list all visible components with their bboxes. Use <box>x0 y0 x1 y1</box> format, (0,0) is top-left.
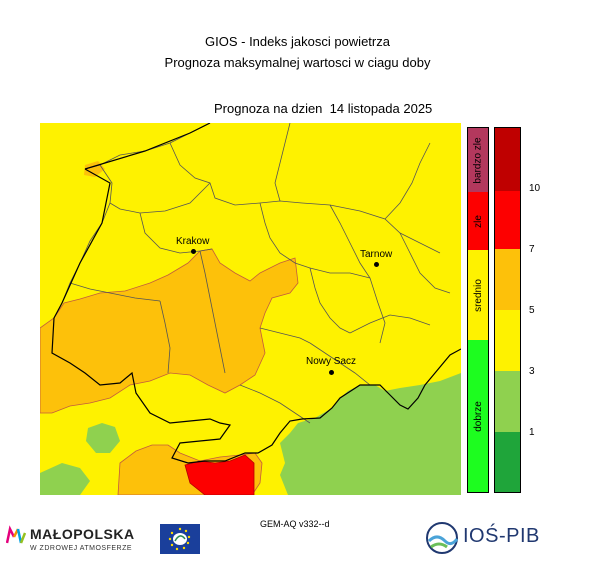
category-very-bad <box>468 128 488 192</box>
city-label-krakow: Krakow <box>176 236 210 247</box>
city-marker-nowy-sacz <box>329 370 334 375</box>
ios-pib-name: IOŚ-PIB <box>463 525 540 547</box>
green-zone-south-2 <box>40 463 90 495</box>
life-programme-logo <box>160 524 200 554</box>
category-legend: bardzo zle zle srednio dobrze <box>467 127 489 493</box>
category-text-very-bad: bardzo zle <box>472 136 484 184</box>
eu-life-icon <box>168 527 191 551</box>
scale-segment-good <box>495 371 520 432</box>
category-average <box>468 250 488 340</box>
scale-tick-7: 7 <box>529 244 535 255</box>
malopolska-mark-icon <box>6 525 26 544</box>
model-version: GEM-AQ v332--d <box>260 519 330 529</box>
category-label-good: dobrze <box>468 340 488 492</box>
scale-segment-very-bad <box>495 128 520 191</box>
category-text-average: srednio <box>472 278 484 312</box>
scale-segment-very-good <box>495 432 520 492</box>
scale-segment-sufficient <box>495 249 520 310</box>
category-label-very-bad: bardzo zle <box>468 128 488 192</box>
map-title: GIOS - Indeks jakosci powietrza <box>205 34 390 49</box>
city-marker-krakow <box>191 249 196 254</box>
scale-tick-5: 5 <box>529 305 535 316</box>
category-text-bad: zle <box>472 214 484 228</box>
malopolska-name: MAŁOPOLSKA <box>30 526 135 542</box>
ios-pib-logo: IOŚ-PIB <box>425 521 565 555</box>
scale-segment-bad <box>495 191 520 249</box>
ios-drop-icon <box>426 522 459 554</box>
category-label-bad: zle <box>468 192 488 250</box>
green-zone-southeast <box>280 373 461 495</box>
category-text-good: dobrze <box>472 400 484 432</box>
city-label-tarnow: Tarnow <box>360 249 393 260</box>
green-zone-south-1 <box>86 423 120 453</box>
red-zone <box>184 454 255 495</box>
category-good <box>468 340 488 492</box>
malopolska-tagline: W ZDROWEJ ATMOSFERZE <box>30 545 133 552</box>
scale-tick-10: 10 <box>529 183 541 194</box>
north-border <box>84 123 211 170</box>
city-marker-tarnow <box>374 262 379 267</box>
voivodeship-border <box>51 168 461 464</box>
scale-segment-moderate <box>495 310 520 371</box>
scale-tick-3: 3 <box>529 366 535 377</box>
category-label-average: srednio <box>468 250 488 340</box>
map-subtitle: Prognoza maksymalnej wartosci w ciagu do… <box>164 55 431 70</box>
city-label-nowy-sacz: Nowy Sacz <box>306 356 357 367</box>
map-canvas <box>40 123 461 495</box>
malopolska-logo: MAŁOPOLSKA W ZDROWEJ ATMOSFERZE <box>6 523 156 559</box>
index-scale <box>494 127 521 493</box>
forecast-date: Prognoza na dzien 14 listopada 2025 <box>214 101 433 116</box>
category-bad <box>468 192 488 250</box>
orange-zone-west <box>40 248 299 414</box>
forecast-map <box>40 123 461 495</box>
scale-tick-1: 1 <box>529 427 535 438</box>
